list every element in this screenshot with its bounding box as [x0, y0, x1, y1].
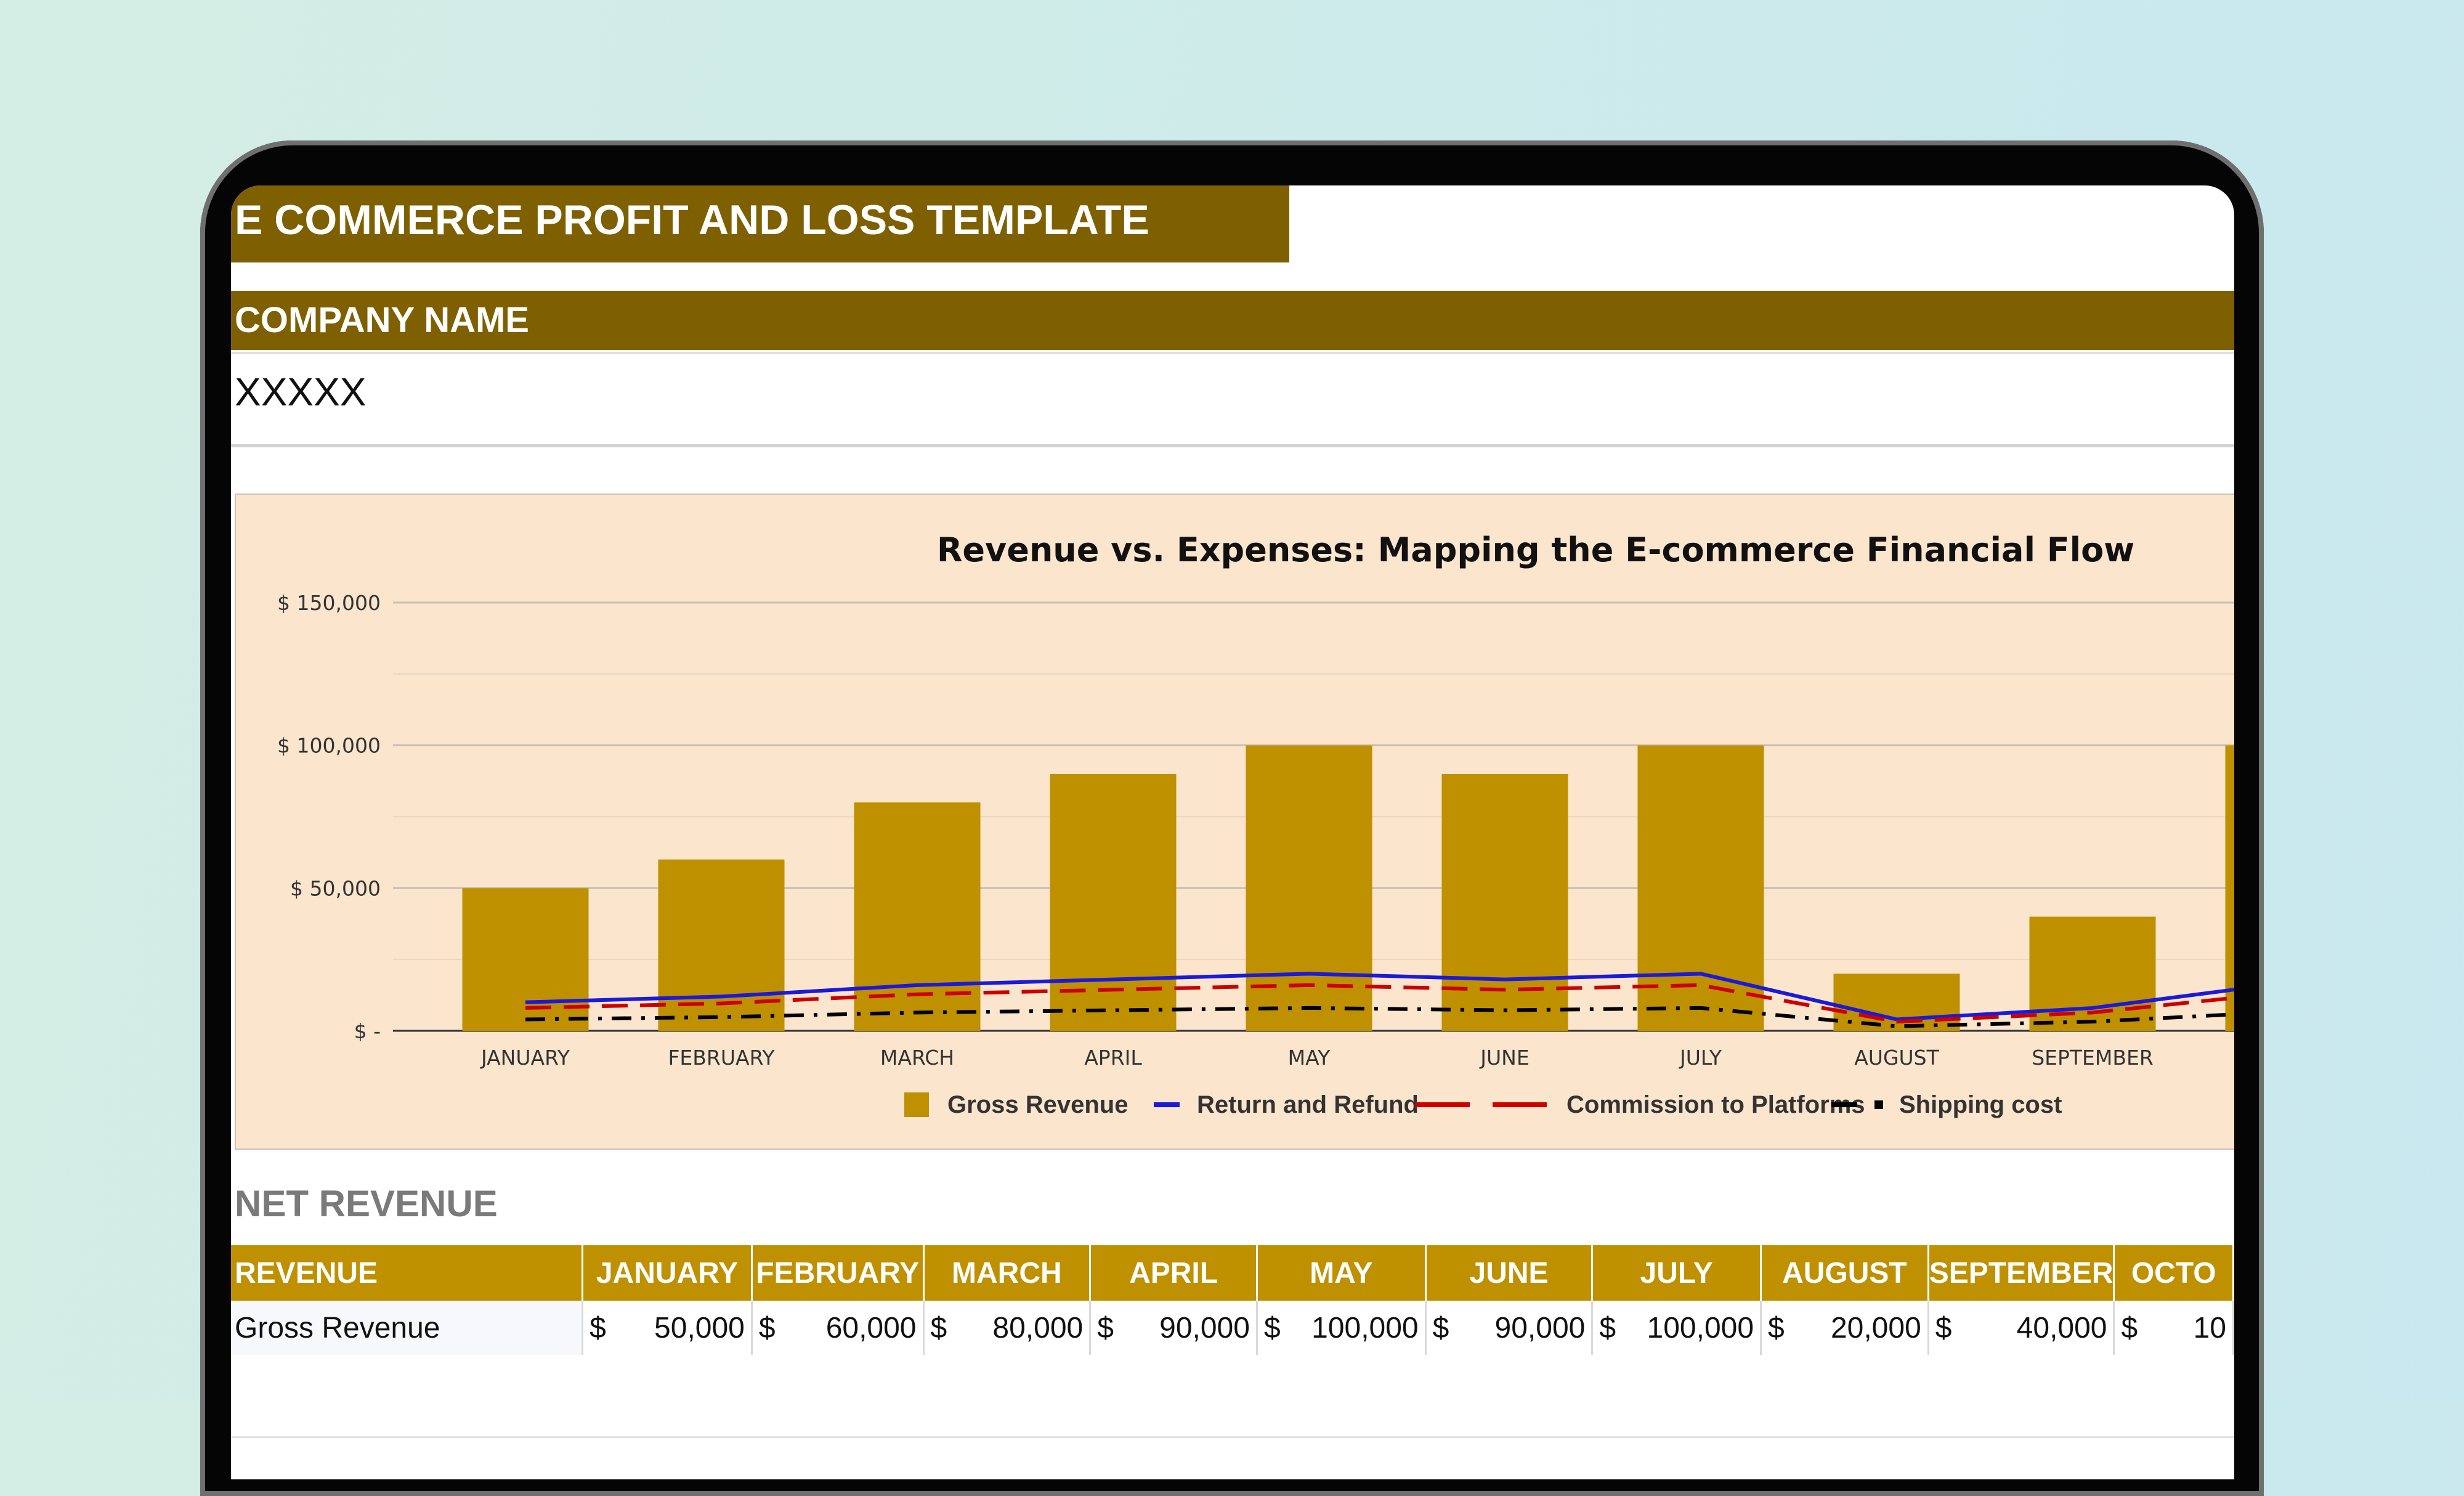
y-tick-label: $ 50,000: [290, 876, 381, 900]
value-cell[interactable]: $90,000: [1425, 1301, 1594, 1355]
row-label-cell[interactable]: Gross Revenue: [231, 1301, 584, 1355]
line-shipping-cost: [525, 1006, 2234, 1028]
value-cell[interactable]: $20,000: [1761, 1301, 1929, 1355]
x-tick-label: AUGUST: [1854, 1046, 1939, 1070]
y-tick-label: $ 150,000: [277, 591, 381, 615]
value-cell[interactable]: $10: [2113, 1301, 2234, 1355]
value-cell[interactable]: $80,000: [923, 1301, 1092, 1355]
legend-label: Commission to Platforms: [1566, 1091, 1865, 1118]
y-tick-label: $ -: [354, 1019, 381, 1043]
legend-swatch-shipping: [1874, 1100, 1883, 1109]
bar-gross-revenue: [1441, 774, 1568, 1031]
x-tick-label: FEBRUARY: [668, 1046, 775, 1070]
legend-label: Shipping cost: [1899, 1091, 2062, 1118]
section-title: NET REVENUE: [235, 1183, 498, 1224]
bar-gross-revenue-partial: [2225, 745, 2234, 1031]
tablet-frame: E COMMERCE PROFIT AND LOSS TEMPLATE COMP…: [200, 140, 2264, 1496]
spreadsheet-screen: E COMMERCE PROFIT AND LOSS TEMPLATE COMP…: [231, 185, 2234, 1479]
value-cell[interactable]: $60,000: [752, 1301, 925, 1355]
column-header[interactable]: JULY: [1592, 1245, 1762, 1301]
column-header[interactable]: OCTO: [2113, 1245, 2234, 1301]
x-tick-label: JANUARY: [480, 1046, 570, 1070]
legend-label: Gross Revenue: [947, 1091, 1128, 1118]
table-header-row: REVENUE JANUARY FEBRUARY MARCH APRIL MAY JUNE J…: [231, 1245, 2234, 1301]
table-row: Gross Revenue $50,000 $60,000 $80,000 $90,00…: [231, 1301, 2234, 1355]
value-cell[interactable]: $100,000: [1257, 1301, 1427, 1355]
column-header[interactable]: JUNE: [1425, 1245, 1594, 1301]
x-tick-label: JULY: [1679, 1046, 1722, 1070]
x-tick-label: MAY: [1288, 1046, 1331, 1070]
y-tick-label: $ 100,000: [277, 734, 381, 758]
value-cell[interactable]: $40,000: [1928, 1301, 2115, 1355]
sheet-title: E COMMERCE PROFIT AND LOSS TEMPLATE: [231, 185, 1289, 262]
legend-swatch-gross-revenue: [904, 1092, 929, 1117]
legend-label: Return and Refund: [1197, 1091, 1419, 1118]
column-header[interactable]: REVENUE: [231, 1245, 584, 1301]
bar-gross-revenue: [1246, 745, 1372, 1031]
line-return-and-refund: [525, 972, 2234, 1022]
column-header[interactable]: SEPTEMBER: [1928, 1245, 2115, 1301]
divider: [231, 352, 2234, 354]
x-tick-label: JUNE: [1479, 1046, 1529, 1070]
table-row-cut-off: [231, 1436, 2234, 1479]
column-header[interactable]: MARCH: [923, 1245, 1092, 1301]
column-header[interactable]: AUGUST: [1761, 1245, 1929, 1301]
column-header[interactable]: FEBRUARY: [752, 1245, 925, 1301]
column-header[interactable]: JANUARY: [582, 1245, 753, 1301]
bar-gross-revenue: [462, 888, 589, 1031]
x-tick-label: MARCH: [880, 1046, 954, 1070]
revenue-chart[interactable]: Revenue vs. Expenses: Mapping the E-comm…: [235, 494, 2234, 1150]
chart-title: Revenue vs. Expenses: Mapping the E-comm…: [937, 531, 2134, 569]
x-tick-label: APRIL: [1084, 1046, 1142, 1070]
x-tick-label: SEPTEMBER: [2032, 1046, 2154, 1070]
value-cell[interactable]: $100,000: [1592, 1301, 1762, 1355]
company-name-cell[interactable]: XXXXX: [235, 370, 367, 414]
value-cell[interactable]: $50,000: [582, 1301, 753, 1355]
chart-canvas: Revenue vs. Expenses: Mapping the E-comm…: [277, 531, 2234, 1118]
line-commission-to-platforms: [525, 983, 2234, 1024]
column-header[interactable]: APRIL: [1090, 1245, 1258, 1301]
revenue-table: REVENUE JANUARY FEBRUARY MARCH APRIL MAY JUNE J…: [231, 1245, 2234, 1355]
divider: [231, 444, 2234, 447]
column-header[interactable]: MAY: [1257, 1245, 1427, 1301]
company-label: COMPANY NAME: [231, 291, 2234, 350]
value-cell[interactable]: $90,000: [1090, 1301, 1258, 1355]
